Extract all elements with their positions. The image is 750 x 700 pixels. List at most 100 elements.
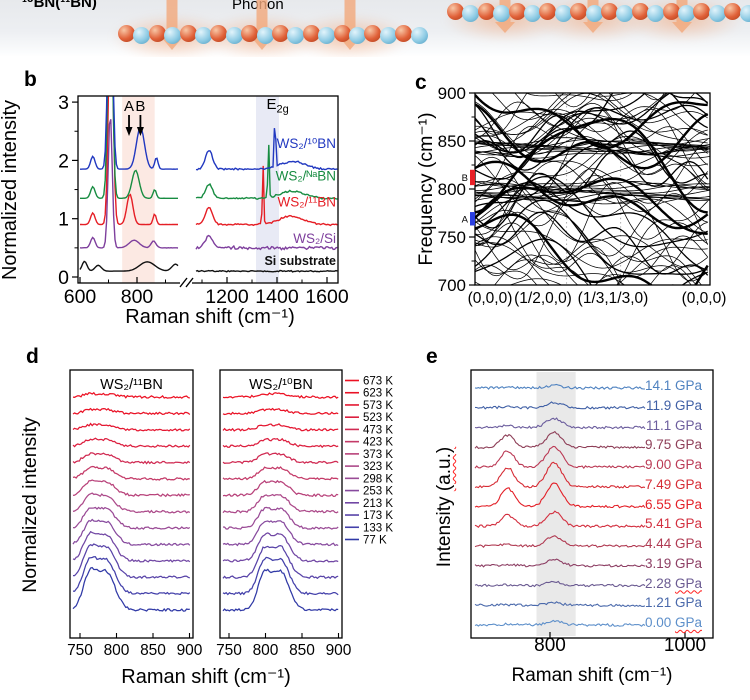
phonon-band	[475, 178, 708, 268]
panel-e-pressure-raman-chart: 800 1000 Raman shift (cm⁻¹)	[470, 369, 714, 686]
phonon-band	[670, 93, 708, 129]
series-label: Si substrate	[264, 254, 336, 268]
pressure-value: 9.00	[644, 457, 675, 472]
pressure-trace	[474, 601, 646, 608]
temperature-trace	[72, 452, 191, 465]
panel-e-y-axis-label: Intensity (a.u.)	[434, 407, 456, 607]
legend-label: 623 K	[363, 388, 393, 400]
phonon-flat-band	[475, 149, 710, 157]
pressure-label: 9.75 GPa	[645, 438, 702, 452]
nitrogen-atom	[554, 4, 572, 22]
phonon-arrow-head	[495, 22, 515, 33]
pressure-label: 11.9 GPa	[646, 399, 702, 413]
pressure-trace	[474, 445, 646, 469]
phonon-band	[475, 101, 708, 175]
pressure-value: 14.1	[644, 378, 675, 393]
x-tick-label: 750	[67, 642, 93, 659]
pressure-unit: GPa	[674, 476, 702, 492]
pressure-unit: GPa	[674, 417, 702, 433]
series-label: WS₂/¹¹BN	[278, 195, 336, 210]
nitrogen-atom	[462, 4, 480, 22]
x-tick-label: 800	[104, 642, 130, 659]
nitrogen-atom	[739, 4, 750, 22]
temperature-trace	[72, 407, 191, 416]
pressure-trace	[474, 417, 646, 430]
pressure-unit: GPa	[674, 437, 702, 453]
pressure-value: 11.1	[645, 417, 675, 433]
phonon-arrow-shaft	[344, 0, 356, 38]
x-tick-label: 600	[64, 286, 97, 308]
pressure-label: 6.55 GPa	[645, 497, 702, 512]
y-tick-label: 900	[438, 84, 466, 103]
boron-atom	[570, 3, 588, 20]
phonon-flat-band	[475, 137, 710, 145]
series-label: WS₂/Si	[293, 231, 336, 246]
pressure-unit: GPa	[674, 397, 702, 413]
boron-atom	[179, 25, 197, 42]
x-node-label: (1/3,1/3,0)	[578, 290, 649, 307]
pressure-value: 1.21	[644, 595, 675, 611]
phonon-flat-band	[475, 194, 710, 203]
phonon-band	[475, 213, 653, 285]
pressure-unit: GPa	[674, 615, 702, 630]
phonon-band	[475, 242, 625, 285]
phonon-flat-band	[475, 182, 710, 190]
pressure-trace	[474, 510, 646, 529]
phonon-flat-band	[475, 179, 710, 187]
temperature-trace	[222, 544, 339, 580]
pressure-unit: GPa	[674, 536, 702, 551]
phonon-arrow-shaft	[256, 0, 268, 38]
x-tick-label: 800	[534, 635, 566, 656]
legend-label: 77 K	[363, 534, 387, 546]
legend-label: 133 K	[363, 522, 393, 534]
temperature-trace	[72, 566, 190, 612]
subpanel-title: WS₂/¹⁰BN	[249, 377, 313, 393]
legend-label: 573 K	[363, 400, 393, 412]
spectrum-trace	[79, 119, 338, 251]
pressure-trace	[474, 535, 646, 549]
subpanel-title: WS₂/¹¹BN	[100, 377, 163, 393]
phonon-flat-band	[475, 186, 710, 194]
legend-label: 213 K	[363, 498, 393, 510]
temperature-trace	[222, 493, 339, 514]
pressure-label: 4.44 GPa	[645, 537, 702, 551]
temperature-trace	[222, 423, 339, 432]
pressure-trace	[474, 383, 646, 390]
peak-annotation-label: B	[135, 98, 145, 115]
highlight-band	[122, 96, 155, 283]
phonon-band	[475, 222, 708, 285]
x-tick-label: 800	[253, 642, 279, 659]
boron-atom	[364, 25, 382, 42]
phonon-arrow-shaft	[166, 0, 178, 38]
pressure-label: 2.28 GPa	[645, 576, 702, 591]
dispersion-curves	[475, 93, 710, 285]
mode-marker-label: A	[462, 214, 469, 225]
phonon-band	[475, 150, 709, 229]
pressure-value: 4.44	[644, 536, 675, 551]
boron-atom	[601, 3, 618, 20]
pressure-label: 7.49 GPa	[645, 478, 702, 492]
boron-atom	[118, 25, 135, 42]
y-tick-label: 750	[438, 228, 466, 247]
pressure-trace	[474, 430, 646, 450]
nitrogen-atom	[195, 26, 212, 44]
phonon-band	[475, 193, 708, 285]
boron-atom	[210, 25, 228, 42]
phonon-band	[475, 236, 550, 285]
plot-frame	[69, 369, 194, 639]
temperature-trace	[222, 520, 339, 547]
nitrogen-atom	[349, 26, 366, 44]
phonon-band	[475, 143, 708, 208]
pressure-label: 0.00 GPa	[645, 616, 702, 630]
pressure-unit: GPa	[674, 516, 702, 532]
nitrogen-atom	[164, 26, 182, 44]
nitrogen-atom	[256, 26, 274, 44]
phonon-band	[475, 199, 709, 275]
temperature-trace	[222, 532, 339, 563]
temperature-trace	[222, 407, 339, 416]
x-axis-label: Raman shift (cm⁻¹)	[512, 665, 673, 686]
nitrogen-atom	[225, 26, 243, 44]
panel-b-raman-spectra-chart: 600 800 1200 1400 1600 0 1 2 3 Raman shift (cm⁻¹)…	[0, 92, 349, 328]
nitrogen-atom	[524, 4, 541, 22]
